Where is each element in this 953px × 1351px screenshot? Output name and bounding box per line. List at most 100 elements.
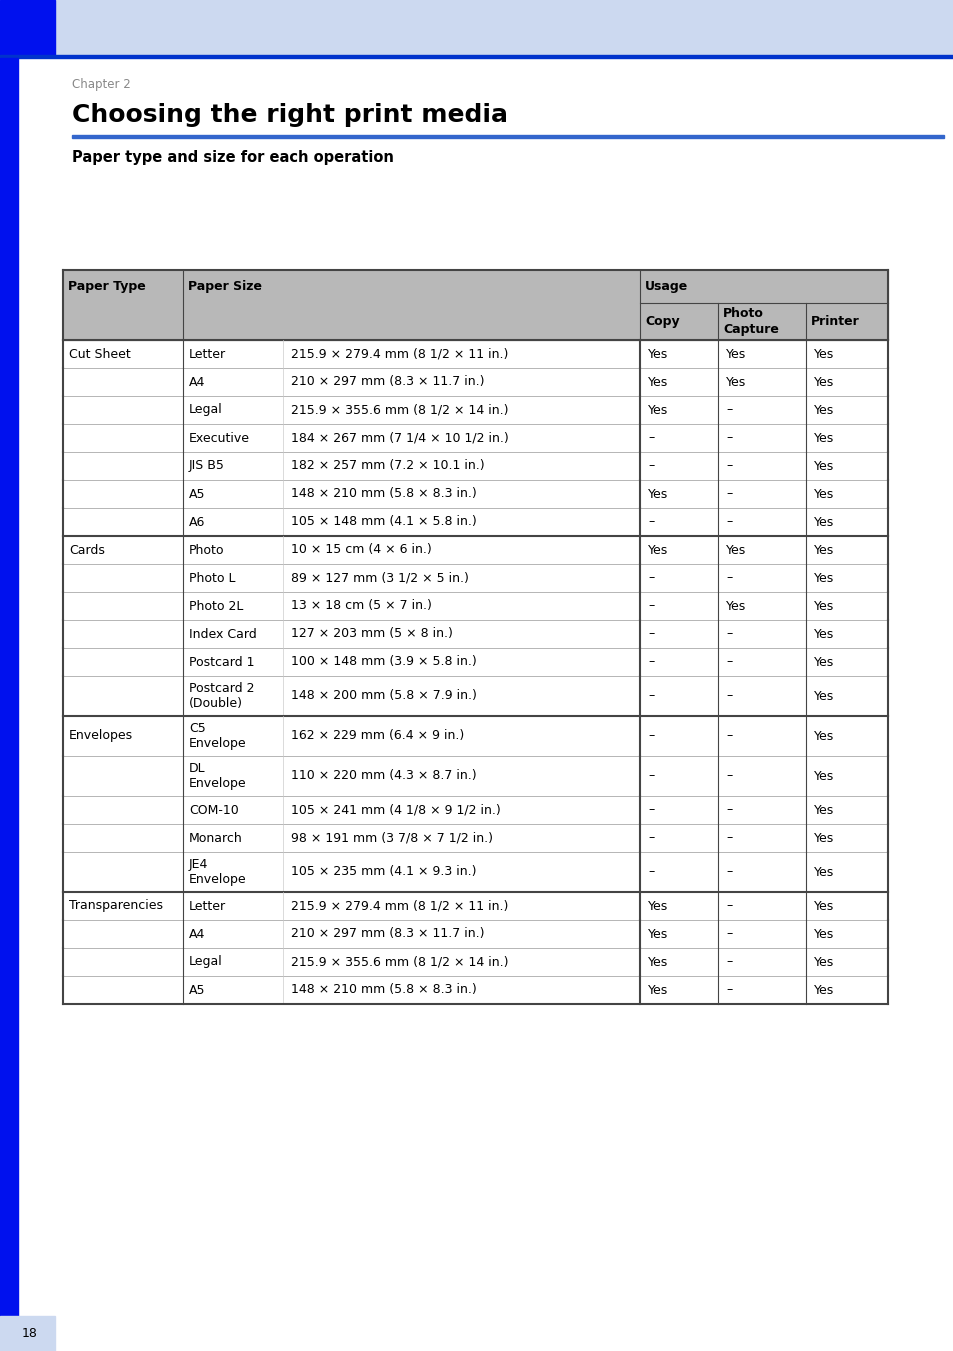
Text: Yes: Yes — [647, 488, 667, 500]
Text: Yes: Yes — [647, 347, 667, 361]
Text: 148 × 210 mm (5.8 × 8.3 in.): 148 × 210 mm (5.8 × 8.3 in.) — [291, 984, 476, 997]
Text: 110 × 220 mm (4.3 × 8.7 in.): 110 × 220 mm (4.3 × 8.7 in.) — [291, 770, 476, 782]
Text: Transparencies: Transparencies — [69, 900, 163, 912]
Text: 89 × 127 mm (3 1/2 × 5 in.): 89 × 127 mm (3 1/2 × 5 in.) — [291, 571, 468, 585]
Text: Letter: Letter — [189, 900, 226, 912]
Text: Yes: Yes — [813, 516, 833, 528]
Text: Yes: Yes — [813, 770, 833, 782]
Text: Yes: Yes — [813, 600, 833, 612]
Text: Cards: Cards — [69, 543, 105, 557]
Text: Paper Type: Paper Type — [68, 280, 146, 293]
Text: Yes: Yes — [813, 459, 833, 473]
Bar — [0, 0, 953, 55]
Text: Photo
Capture: Photo Capture — [722, 307, 778, 336]
Text: –: – — [725, 431, 732, 444]
Text: Yes: Yes — [813, 627, 833, 640]
Text: Yes: Yes — [813, 955, 833, 969]
Text: –: – — [725, 928, 732, 940]
Text: Cut Sheet: Cut Sheet — [69, 347, 131, 361]
Text: A4: A4 — [189, 376, 205, 389]
Text: 215.9 × 355.6 mm (8 1/2 × 14 in.): 215.9 × 355.6 mm (8 1/2 × 14 in.) — [291, 955, 508, 969]
Text: 148 × 200 mm (5.8 × 7.9 in.): 148 × 200 mm (5.8 × 7.9 in.) — [291, 689, 476, 703]
Text: 148 × 210 mm (5.8 × 8.3 in.): 148 × 210 mm (5.8 × 8.3 in.) — [291, 488, 476, 500]
Text: 100 × 148 mm (3.9 × 5.8 in.): 100 × 148 mm (3.9 × 5.8 in.) — [291, 655, 476, 669]
Text: Paper Size: Paper Size — [188, 280, 262, 293]
Text: Printer: Printer — [810, 315, 859, 328]
Text: –: – — [725, 955, 732, 969]
Text: Yes: Yes — [813, 347, 833, 361]
Text: Postcard 2
(Double): Postcard 2 (Double) — [189, 682, 254, 711]
Text: Yes: Yes — [813, 900, 833, 912]
Text: –: – — [647, 730, 654, 743]
Text: –: – — [647, 431, 654, 444]
Text: Legal: Legal — [189, 955, 222, 969]
Text: Yes: Yes — [725, 600, 745, 612]
Text: C5
Envelope: C5 Envelope — [189, 721, 247, 750]
Text: –: – — [725, 804, 732, 816]
Text: –: – — [647, 516, 654, 528]
Text: 13 × 18 cm (5 × 7 in.): 13 × 18 cm (5 × 7 in.) — [291, 600, 432, 612]
Text: Monarch: Monarch — [189, 831, 242, 844]
Text: Paper type and size for each operation: Paper type and size for each operation — [71, 150, 394, 165]
Text: 210 × 297 mm (8.3 × 11.7 in.): 210 × 297 mm (8.3 × 11.7 in.) — [291, 376, 484, 389]
Text: Letter: Letter — [189, 347, 226, 361]
Text: –: – — [725, 900, 732, 912]
Text: Index Card: Index Card — [189, 627, 256, 640]
Text: Yes: Yes — [813, 928, 833, 940]
Text: Photo 2L: Photo 2L — [189, 600, 243, 612]
Text: –: – — [725, 655, 732, 669]
Text: –: – — [725, 404, 732, 416]
Text: Yes: Yes — [813, 984, 833, 997]
Text: 10 × 15 cm (4 × 6 in.): 10 × 15 cm (4 × 6 in.) — [291, 543, 432, 557]
Text: A5: A5 — [189, 488, 205, 500]
Text: Envelopes: Envelopes — [69, 730, 133, 743]
Bar — [71, 135, 943, 138]
Bar — [63, 270, 887, 340]
Text: A5: A5 — [189, 984, 205, 997]
Text: Choosing the right print media: Choosing the right print media — [71, 103, 507, 127]
Text: 182 × 257 mm (7.2 × 10.1 in.): 182 × 257 mm (7.2 × 10.1 in.) — [291, 459, 484, 473]
Text: –: – — [647, 770, 654, 782]
Text: 215.9 × 279.4 mm (8 1/2 × 11 in.): 215.9 × 279.4 mm (8 1/2 × 11 in.) — [291, 347, 508, 361]
Text: Yes: Yes — [725, 376, 745, 389]
Text: 127 × 203 mm (5 × 8 in.): 127 × 203 mm (5 × 8 in.) — [291, 627, 453, 640]
Text: –: – — [725, 488, 732, 500]
Text: –: – — [725, 571, 732, 585]
Text: DL
Envelope: DL Envelope — [189, 762, 247, 790]
Text: Yes: Yes — [647, 404, 667, 416]
Text: –: – — [725, 627, 732, 640]
Text: Yes: Yes — [647, 543, 667, 557]
Text: –: – — [725, 984, 732, 997]
Text: A4: A4 — [189, 928, 205, 940]
Text: –: – — [647, 571, 654, 585]
Text: –: – — [725, 770, 732, 782]
Text: Yes: Yes — [813, 655, 833, 669]
Text: Yes: Yes — [647, 984, 667, 997]
Text: COM-10: COM-10 — [189, 804, 238, 816]
Text: 210 × 297 mm (8.3 × 11.7 in.): 210 × 297 mm (8.3 × 11.7 in.) — [291, 928, 484, 940]
Text: Yes: Yes — [813, 730, 833, 743]
Text: Usage: Usage — [644, 280, 687, 293]
Text: –: – — [647, 600, 654, 612]
Text: Copy: Copy — [644, 315, 679, 328]
Text: Yes: Yes — [813, 431, 833, 444]
Text: Yes: Yes — [647, 900, 667, 912]
Text: Legal: Legal — [189, 404, 222, 416]
Text: –: – — [647, 804, 654, 816]
Text: Yes: Yes — [725, 347, 745, 361]
Text: –: – — [647, 627, 654, 640]
Text: Yes: Yes — [647, 928, 667, 940]
Text: Yes: Yes — [813, 376, 833, 389]
Text: Executive: Executive — [189, 431, 250, 444]
Text: –: – — [647, 831, 654, 844]
Text: JIS B5: JIS B5 — [189, 459, 225, 473]
Text: 105 × 148 mm (4.1 × 5.8 in.): 105 × 148 mm (4.1 × 5.8 in.) — [291, 516, 476, 528]
Text: Postcard 1: Postcard 1 — [189, 655, 254, 669]
Text: –: – — [725, 730, 732, 743]
Text: A6: A6 — [189, 516, 205, 528]
Text: Yes: Yes — [647, 955, 667, 969]
Text: –: – — [725, 459, 732, 473]
Bar — [0, 55, 953, 58]
Text: 162 × 229 mm (6.4 × 9 in.): 162 × 229 mm (6.4 × 9 in.) — [291, 730, 464, 743]
Text: –: – — [725, 831, 732, 844]
